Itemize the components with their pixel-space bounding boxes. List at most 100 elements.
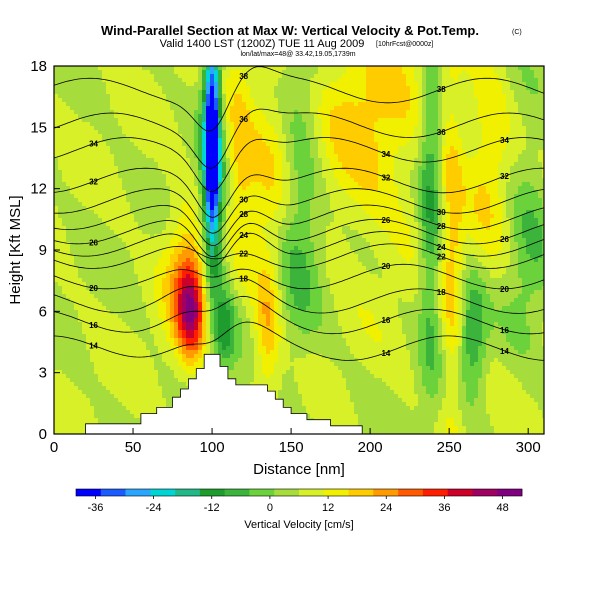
x-axis: 0 50 100 150 200 250 300	[50, 428, 541, 456]
y-tick-label-15: 15	[30, 119, 47, 136]
contour-label-26: 26	[500, 235, 509, 244]
contour-label-22: 22	[437, 252, 446, 261]
colorbar-swatch	[472, 489, 498, 496]
contour-label-14: 14	[500, 347, 509, 356]
contour-label-18: 18	[239, 274, 248, 283]
colorbar-swatch	[199, 489, 225, 496]
theta-contour-24	[54, 231, 544, 267]
colorbar-tick-label-24: 24	[380, 502, 392, 514]
theta-contour-34	[54, 137, 544, 193]
terrain-mask	[54, 353, 544, 434]
theta-contour-38	[54, 66, 544, 132]
x-tick-label-300: 300	[516, 439, 541, 456]
colorbar-tick-label-0: 0	[267, 502, 273, 514]
contour-label-16: 16	[381, 316, 390, 325]
contour-label-28: 28	[239, 210, 248, 219]
contour-label-34: 34	[500, 136, 509, 145]
contour-label-14: 14	[381, 349, 390, 358]
contour-label-20: 20	[89, 284, 98, 293]
colorbar-swatch	[125, 489, 151, 496]
theta-contour-28	[54, 204, 544, 247]
y-axis: 0 3 6 9 12 15 18	[30, 58, 60, 443]
contour-label-22: 22	[239, 250, 248, 259]
theta-contour-22	[54, 243, 544, 269]
x-tick-label-200: 200	[358, 439, 383, 456]
colorbar-tick-label-36: 36	[438, 502, 450, 514]
y-tick-label-0: 0	[39, 426, 47, 443]
x-tick-label-250: 250	[437, 439, 462, 456]
colorbar-swatch	[274, 489, 300, 496]
colorbar-swatch	[373, 489, 399, 496]
contour-label-30: 30	[437, 208, 446, 217]
y-tick-label-3: 3	[39, 365, 47, 382]
contour-label-38: 38	[239, 72, 248, 81]
x-tick-label-150: 150	[279, 439, 304, 456]
contour-label-26: 26	[89, 238, 98, 247]
theta-contour-14	[54, 321, 544, 361]
forecast-note: [10hrFcst@0000z]	[376, 41, 433, 48]
y-tick-label-9: 9	[39, 242, 47, 259]
theta-contour-30	[54, 188, 544, 234]
contour-label-18: 18	[437, 288, 446, 297]
theta-contour-26	[54, 218, 544, 258]
contour-label-30: 30	[239, 196, 248, 205]
copyright-mark: (C)	[512, 29, 522, 36]
colorbar-swatch	[497, 489, 523, 496]
y-axis-label: Height [Kft MSL]	[7, 195, 24, 304]
colorbar-swatch	[76, 489, 102, 496]
velocity-field	[54, 66, 544, 434]
colorbar-swatch	[175, 489, 201, 496]
y-tick-label-18: 18	[30, 58, 47, 75]
colorbar-tick-label--24: -24	[146, 502, 162, 514]
location-line: lon/lat/max=48@ 33.42,19.05,1739m	[240, 51, 355, 58]
contour-label-28: 28	[437, 222, 446, 231]
colorbar-swatch	[447, 489, 473, 496]
colorbar-frame	[75, 488, 523, 497]
colorbar-tick-label--36: -36	[87, 502, 103, 514]
contour-label-32: 32	[89, 177, 98, 186]
contour-label-24: 24	[437, 243, 446, 252]
colorbar-swatch	[224, 489, 250, 496]
theta-contour-18	[54, 277, 544, 314]
colorbar-swatch	[249, 489, 275, 496]
theta-contour-36	[54, 108, 544, 169]
contour-label-38: 38	[437, 85, 446, 94]
colorbar-label: Vertical Velocity [cm/s]	[244, 519, 353, 531]
contour-label-20: 20	[500, 285, 509, 294]
colorbar-tick-label-12: 12	[322, 502, 334, 514]
contour-label-34: 34	[381, 150, 390, 159]
contour-label-14: 14	[89, 341, 98, 350]
colorbar-swatch	[323, 489, 349, 496]
contour-label-36: 36	[437, 128, 446, 137]
y-tick-label-6: 6	[39, 303, 47, 320]
colorbar-swatch	[299, 489, 325, 496]
contour-label-24: 24	[239, 231, 248, 240]
contour-label-36: 36	[239, 115, 248, 124]
colorbar-swatch	[422, 489, 448, 496]
valid-time: Valid 1400 LST (1200Z) TUE 11 Aug 2009	[160, 38, 365, 50]
contour-label-16: 16	[89, 321, 98, 330]
contour-label-34: 34	[89, 140, 98, 149]
theta-contour-32	[54, 167, 544, 218]
y-tick-label-12: 12	[30, 181, 47, 198]
colorbar-tick-label-48: 48	[496, 502, 508, 514]
x-tick-label-100: 100	[200, 439, 225, 456]
colorbar-swatch	[398, 489, 424, 496]
contour-label-26: 26	[381, 216, 390, 225]
theta-contour-20	[54, 263, 544, 290]
colorbar	[75, 488, 523, 497]
contour-label-32: 32	[381, 173, 390, 182]
x-axis-label: Distance [nm]	[253, 461, 345, 478]
plot-area	[54, 66, 544, 434]
contour-label-16: 16	[500, 326, 509, 335]
colorbar-swatch	[150, 489, 176, 496]
chart-title: Wind-Parallel Section at Max W: Vertical…	[101, 23, 479, 38]
x-tick-label-0: 0	[50, 439, 58, 456]
contour-label-20: 20	[381, 262, 390, 271]
contour-label-32: 32	[500, 172, 509, 181]
colorbar-swatch	[100, 489, 126, 496]
theta-contour-16	[54, 295, 544, 335]
colorbar-ticks: -36 -24 -12 0 12 24 36 48	[87, 496, 509, 514]
